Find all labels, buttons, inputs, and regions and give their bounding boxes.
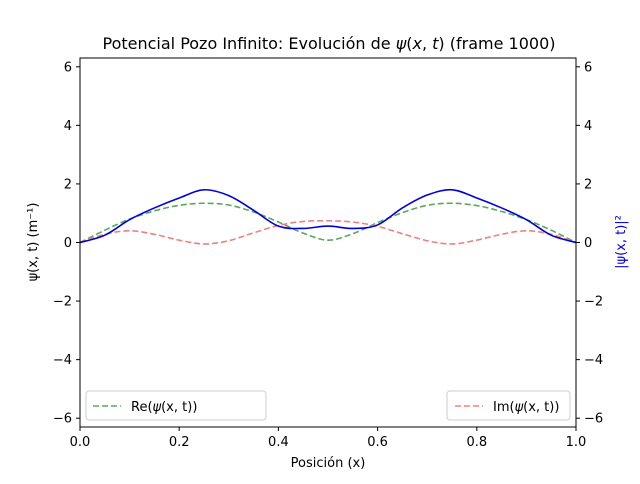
y-tick-label-right: 6: [584, 60, 592, 75]
legend-re-box: [85, 390, 267, 421]
legend-im: Im(ψ(x, t)): [446, 390, 571, 421]
x-tick-label: 0.6: [367, 435, 388, 450]
y-tick-label-left: 0: [64, 236, 72, 251]
series-im-line: [79, 219, 577, 245]
series-density-line: [79, 188, 577, 244]
ticks-layer: 0.0 0.2 0.4 0.6 0.8 1.0 −6 −6 −4 −4 −2 −2 0 0 2 2 4 4 6 6: [53, 60, 603, 450]
y-tick-label-right: 0: [584, 236, 592, 251]
y-tick-label-left: −2: [53, 295, 72, 310]
chart-title: Potencial Pozo Infinito: Evolución de ψ(…: [102, 34, 555, 53]
x-tick-label: 0.8: [466, 435, 487, 450]
y-axis-label: ψ(x, t) (m⁻¹): [26, 203, 41, 282]
y-tick-label-right: 2: [584, 177, 592, 192]
y-tick-label-right: −2: [584, 295, 603, 310]
y-tick-label-right: −6: [584, 412, 603, 427]
y-tick-label-left: 4: [64, 119, 72, 134]
x-tick-label: 0.0: [70, 435, 91, 450]
plot-frame: [79, 57, 577, 428]
series-layer: [79, 188, 577, 245]
x-axis-label: Posición (x): [291, 456, 366, 471]
x-tick-label: 0.2: [169, 435, 190, 450]
y-tick-label-left: −6: [53, 412, 72, 427]
legend-im-label: Im(ψ(x, t)): [493, 400, 559, 415]
legend-re: Re(ψ(x, t)): [85, 390, 267, 421]
legend-re-label: Re(ψ(x, t)): [131, 400, 197, 415]
y-tick-label-left: −4: [53, 353, 72, 368]
x-tick-label: 0.4: [268, 435, 289, 450]
y-tick-label-left: 2: [64, 177, 72, 192]
y-tick-label-right: −4: [584, 353, 603, 368]
x-tick-label: 1.0: [566, 435, 587, 450]
y-axis-label-right: |ψ(x, t)|²: [614, 215, 629, 269]
y-tick-label-left: 6: [64, 60, 72, 75]
legend-im-box: [446, 390, 571, 421]
series-re-line: [79, 202, 577, 244]
y-tick-label-right: 4: [584, 119, 592, 134]
